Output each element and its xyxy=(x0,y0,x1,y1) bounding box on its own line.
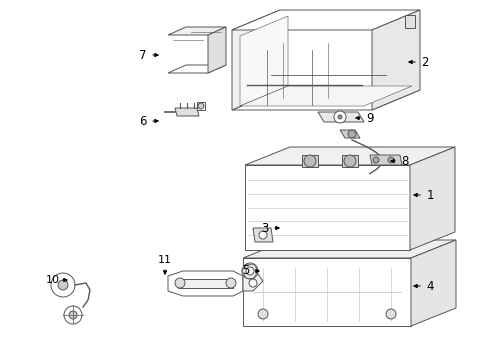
Polygon shape xyxy=(253,228,273,242)
Circle shape xyxy=(175,278,185,288)
Text: 7: 7 xyxy=(139,49,147,62)
Text: 5: 5 xyxy=(243,265,250,278)
Polygon shape xyxy=(197,102,205,110)
Polygon shape xyxy=(243,274,263,291)
Circle shape xyxy=(242,263,258,279)
Polygon shape xyxy=(411,240,456,326)
Polygon shape xyxy=(370,155,402,165)
Circle shape xyxy=(373,157,379,163)
Polygon shape xyxy=(405,15,415,28)
Text: 2: 2 xyxy=(421,55,429,68)
Polygon shape xyxy=(410,147,455,250)
Polygon shape xyxy=(168,27,226,35)
Polygon shape xyxy=(208,27,226,73)
Circle shape xyxy=(348,130,356,138)
Circle shape xyxy=(246,267,254,275)
Circle shape xyxy=(51,273,75,297)
Circle shape xyxy=(249,279,257,287)
Text: 9: 9 xyxy=(366,112,374,125)
Polygon shape xyxy=(318,112,364,122)
Circle shape xyxy=(334,111,346,123)
Text: 1: 1 xyxy=(426,189,434,202)
Polygon shape xyxy=(168,271,243,296)
Text: 6: 6 xyxy=(139,114,147,127)
Polygon shape xyxy=(240,86,412,106)
Polygon shape xyxy=(168,65,226,73)
Circle shape xyxy=(198,103,204,109)
Polygon shape xyxy=(245,147,455,165)
Polygon shape xyxy=(340,130,360,138)
Polygon shape xyxy=(232,90,420,110)
Polygon shape xyxy=(232,10,420,30)
Polygon shape xyxy=(178,279,233,288)
Circle shape xyxy=(386,309,396,319)
Polygon shape xyxy=(175,108,199,116)
Text: 8: 8 xyxy=(401,154,409,167)
Text: 3: 3 xyxy=(261,221,269,234)
Circle shape xyxy=(226,278,236,288)
Polygon shape xyxy=(243,258,411,326)
Polygon shape xyxy=(232,10,280,110)
Circle shape xyxy=(58,280,68,290)
Circle shape xyxy=(338,115,342,119)
Circle shape xyxy=(344,155,356,167)
Polygon shape xyxy=(240,16,288,106)
Circle shape xyxy=(258,309,268,319)
Text: 4: 4 xyxy=(426,279,434,292)
Polygon shape xyxy=(245,165,410,250)
Circle shape xyxy=(304,155,316,167)
Circle shape xyxy=(64,306,82,324)
Polygon shape xyxy=(243,240,456,258)
Circle shape xyxy=(259,231,267,239)
Polygon shape xyxy=(372,10,420,110)
Circle shape xyxy=(388,157,394,163)
Circle shape xyxy=(69,311,77,319)
Bar xyxy=(302,155,318,167)
Text: 10: 10 xyxy=(46,275,60,285)
Text: 11: 11 xyxy=(158,255,172,265)
Bar xyxy=(342,155,358,167)
